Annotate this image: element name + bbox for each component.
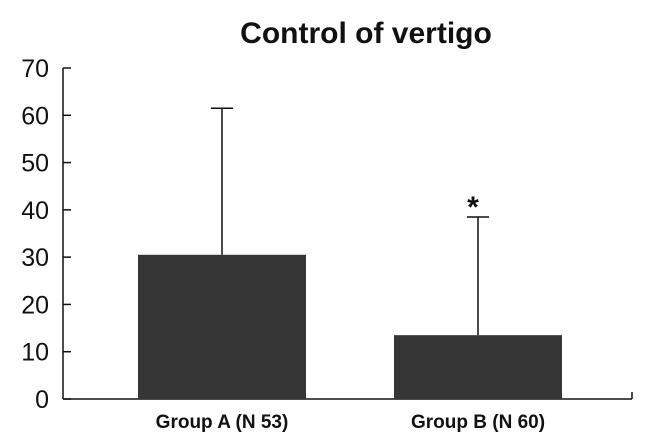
y-tick-label: 30	[21, 244, 49, 272]
y-tick-labels: 0 10 20 30 40 50 60 70	[21, 55, 49, 414]
chart-title: Control of vertigo	[240, 17, 492, 50]
bar	[394, 335, 562, 399]
y-tick-label: 0	[35, 386, 49, 414]
significance-marker: *	[467, 191, 479, 224]
x-category-label: Group A (N 53)	[156, 412, 289, 433]
x-category-label: Group B (N 60)	[411, 412, 545, 433]
y-tick-label: 40	[21, 197, 49, 225]
y-tick-label: 70	[21, 55, 49, 83]
bar	[138, 254, 306, 399]
y-tick-label: 60	[21, 102, 49, 130]
y-tick-label: 20	[21, 291, 49, 319]
y-tick-label: 50	[21, 150, 49, 178]
bars-group	[138, 107, 562, 399]
x-category-labels: Group A (N 53) Group B (N 60)	[156, 412, 545, 433]
annotations-group: *	[467, 191, 479, 224]
y-tick-label: 10	[21, 339, 49, 367]
